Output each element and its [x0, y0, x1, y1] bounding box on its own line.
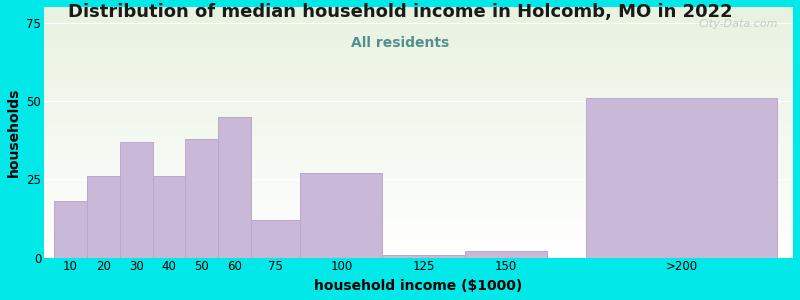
Bar [120, 142, 153, 258]
Text: Distribution of median household income in Holcomb, MO in 2022: Distribution of median household income … [68, 3, 732, 21]
Bar [186, 139, 218, 258]
Bar [300, 173, 382, 258]
Bar [87, 176, 120, 258]
Bar [54, 201, 87, 258]
Bar [586, 98, 777, 258]
Bar [382, 255, 465, 258]
Text: City-Data.com: City-Data.com [698, 20, 778, 29]
X-axis label: household income ($1000): household income ($1000) [314, 279, 522, 293]
Bar [251, 220, 300, 258]
Bar [465, 251, 546, 258]
Bar [153, 176, 186, 258]
Text: All residents: All residents [351, 36, 449, 50]
Y-axis label: households: households [7, 88, 21, 177]
Bar [218, 117, 251, 258]
